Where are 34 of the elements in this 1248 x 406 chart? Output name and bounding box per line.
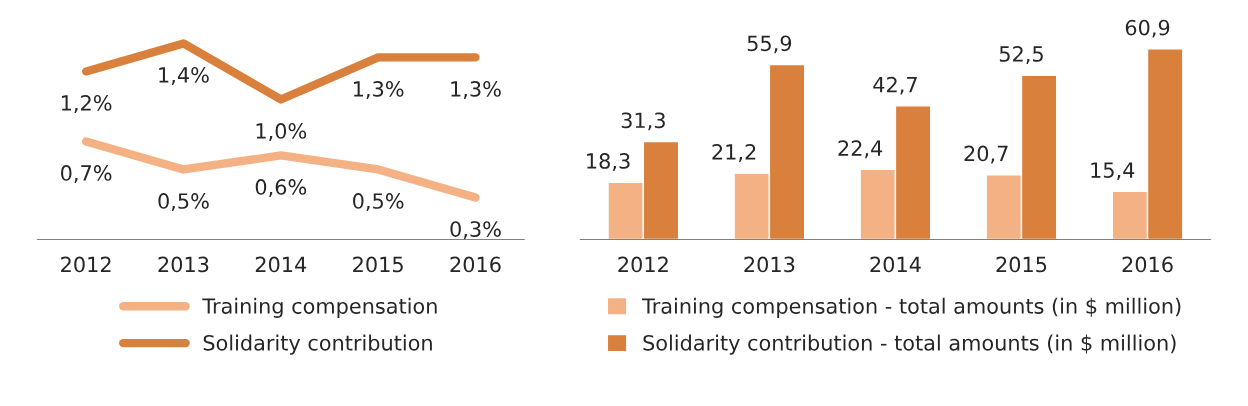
legend-label: Training compensation <box>202 297 437 318</box>
data-label: 1,0% <box>256 123 307 141</box>
data-label: 60,9 <box>1125 19 1170 38</box>
x-tick-label: 2015 <box>996 256 1047 273</box>
data-label: 0,3% <box>450 221 501 240</box>
data-label: 52,5 <box>999 46 1043 64</box>
data-label: 42,7 <box>873 76 917 95</box>
x-tick-label: 2014 <box>255 256 307 273</box>
data-label: 18,3 <box>587 153 630 171</box>
x-tick-label: 2014 <box>870 256 921 273</box>
x-tick-label: 2013 <box>158 256 209 273</box>
data-label: 15,4 <box>1091 162 1135 181</box>
data-label: 0,5% <box>158 193 209 211</box>
data-label: 20,7 <box>964 145 1008 164</box>
data-label: 1,3% <box>451 81 501 99</box>
data-label: 0,5% <box>353 193 404 211</box>
x-tick-label: 2012 <box>618 256 668 273</box>
data-label: 0,6% <box>255 179 307 197</box>
data-label: 21,2 <box>712 144 756 162</box>
data-label: 1,4% <box>159 67 209 85</box>
legend-label: Solidarity contribution <box>203 334 432 355</box>
legend-label: Solidarity contribution - total amounts (in $ million) <box>643 334 1176 355</box>
data-label: 0,7% <box>61 165 112 183</box>
data-label: 55,9 <box>747 35 792 54</box>
legend-label: Training compensation - total amounts (in $ million) <box>642 297 1181 318</box>
data-label: 22,4 <box>838 140 883 159</box>
x-tick-label: 2015 <box>353 256 403 273</box>
data-label: 1,2% <box>61 95 112 113</box>
data-label: 31,3 <box>621 112 665 131</box>
x-tick-label: 2016 <box>1122 256 1173 273</box>
data-label: 1,3% <box>353 81 404 99</box>
x-tick-label: 2013 <box>744 256 795 273</box>
x-tick-label: 2012 <box>61 256 111 273</box>
x-tick-label: 2016 <box>450 256 501 273</box>
